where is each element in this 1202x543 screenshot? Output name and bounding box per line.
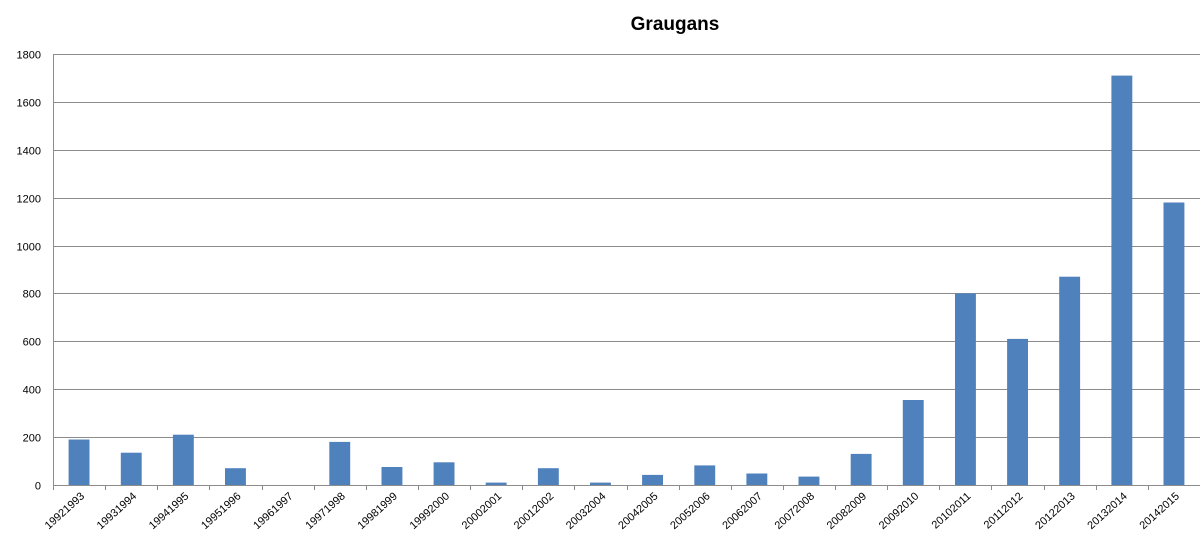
x-tick-label: 19961997 [251,490,295,532]
x-tick-label: 19951996 [199,490,243,532]
bar-20062007 [746,473,768,485]
bar-20072008 [798,476,820,485]
x-tick-label: 20082009 [825,490,869,532]
bar-19992000 [433,462,455,485]
x-tick-label: 20072008 [773,490,817,532]
x-tick-label: 19941995 [147,490,191,532]
bar-19931994 [120,452,142,485]
x-tick-label: 20062007 [720,490,764,532]
gridlines [53,54,1200,486]
bar-20012002 [537,468,559,485]
bar-19941995 [172,434,194,485]
x-tick-label: 19992000 [408,490,452,532]
y-tick-label: 600 [23,337,41,349]
bar-20052006 [694,465,716,485]
x-axis-ticks: 19921993 19931994 19941995 19951996 19961997… [43,485,1200,532]
x-tick-label: 20042005 [616,490,660,532]
x-tick-label: 20092010 [877,490,921,532]
y-tick-label: 1400 [17,146,41,158]
x-tick-label: 19971998 [303,490,347,532]
bar-19951996 [225,468,246,485]
y-tick-label: 400 [23,385,41,397]
bar-20142015 [1163,202,1185,485]
y-tick-label: 1600 [17,98,41,110]
x-tick-label: 20132014 [1085,490,1129,532]
bar-19971998 [329,441,351,485]
y-axis-ticks: 0 200 400 600 800 1000 1200 1400 1600 1800 [17,50,41,493]
y-tick-label: 1800 [17,50,41,62]
bar-20112012 [1007,338,1028,485]
bar-20002001 [485,482,507,485]
x-tick-label: 19981999 [355,490,399,532]
bar-19981999 [381,467,403,485]
x-tick-label: 20012002 [512,490,556,532]
bar-20122013 [1059,276,1081,485]
x-tick-label: 20052006 [668,490,712,532]
y-tick-label: 200 [23,433,41,445]
x-tick-label: 19921993 [43,490,87,532]
bar-20042005 [642,474,663,485]
bar-20082009 [850,453,872,485]
bar-20102011 [955,293,976,485]
x-tick-label: 20112012 [982,490,1026,531]
x-tick-label: 20102011 [930,490,974,531]
x-tick-label: 20002001 [460,490,504,532]
x-tick-label: 20122013 [1033,490,1077,532]
bars [68,75,1185,485]
x-tick-label: 20032004 [564,490,608,532]
y-tick-label: 800 [23,289,41,301]
y-tick-label: 1200 [17,194,41,206]
bar-20092010 [902,400,924,485]
x-tick-label: 19931994 [95,490,139,532]
bar-19921993 [68,439,90,485]
bar-20032004 [590,482,611,485]
y-tick-label: 1000 [17,242,41,254]
x-tick-label: 20142015 [1137,490,1181,532]
chart-title: Graugans [631,14,720,35]
bar-20132014 [1111,75,1133,485]
y-tick-label: 0 [35,481,41,493]
